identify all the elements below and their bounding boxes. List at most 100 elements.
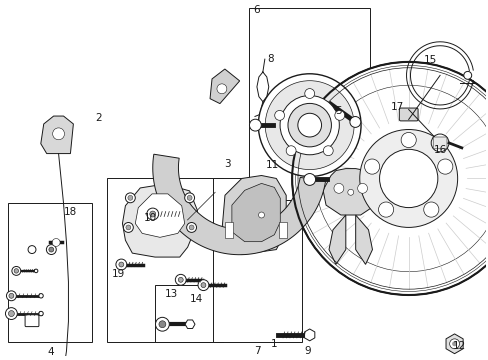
Circle shape: [357, 183, 367, 193]
Circle shape: [8, 311, 14, 316]
Circle shape: [258, 74, 360, 176]
Circle shape: [378, 202, 393, 217]
Circle shape: [125, 225, 131, 230]
Circle shape: [379, 149, 437, 208]
Polygon shape: [328, 215, 345, 264]
Text: 3: 3: [224, 158, 230, 168]
Circle shape: [217, 84, 226, 94]
Circle shape: [400, 132, 415, 148]
Text: 19: 19: [111, 269, 124, 279]
Text: 18: 18: [63, 207, 77, 217]
Circle shape: [349, 117, 360, 127]
Circle shape: [119, 262, 123, 267]
Circle shape: [39, 311, 43, 316]
Polygon shape: [355, 215, 372, 264]
Polygon shape: [231, 183, 280, 242]
Circle shape: [149, 211, 155, 217]
Circle shape: [434, 138, 444, 148]
Text: 11: 11: [265, 160, 279, 170]
Circle shape: [449, 339, 459, 349]
Circle shape: [6, 291, 16, 301]
Circle shape: [287, 103, 331, 147]
Polygon shape: [210, 69, 239, 104]
Circle shape: [295, 66, 488, 292]
Circle shape: [423, 202, 438, 217]
Circle shape: [333, 183, 343, 193]
Polygon shape: [222, 176, 285, 255]
Text: 17: 17: [389, 102, 403, 112]
Text: 12: 12: [452, 341, 466, 351]
Circle shape: [189, 225, 194, 230]
Circle shape: [297, 113, 321, 137]
FancyBboxPatch shape: [25, 315, 39, 327]
Polygon shape: [152, 154, 325, 255]
Circle shape: [34, 269, 38, 273]
Text: 15: 15: [423, 55, 436, 66]
Circle shape: [274, 111, 284, 120]
Circle shape: [347, 189, 353, 195]
Circle shape: [451, 341, 456, 346]
Text: 2: 2: [95, 113, 102, 123]
Circle shape: [334, 111, 344, 120]
Polygon shape: [323, 168, 378, 215]
Circle shape: [463, 71, 471, 79]
Circle shape: [304, 89, 314, 99]
Circle shape: [116, 259, 126, 270]
Circle shape: [264, 81, 353, 170]
Circle shape: [186, 222, 196, 233]
Circle shape: [303, 174, 315, 185]
Circle shape: [12, 266, 20, 275]
Circle shape: [430, 134, 448, 152]
Circle shape: [39, 293, 43, 298]
Polygon shape: [135, 194, 184, 237]
Circle shape: [175, 274, 186, 285]
Circle shape: [178, 277, 183, 282]
Text: 1: 1: [270, 339, 277, 349]
Text: 16: 16: [433, 145, 447, 155]
Circle shape: [364, 159, 379, 174]
FancyBboxPatch shape: [432, 137, 446, 149]
Text: 6: 6: [253, 5, 259, 15]
Circle shape: [198, 280, 208, 291]
Circle shape: [291, 62, 488, 295]
Circle shape: [155, 317, 169, 331]
Circle shape: [5, 308, 17, 319]
Text: 10: 10: [144, 213, 157, 223]
Circle shape: [280, 95, 339, 155]
Circle shape: [52, 239, 60, 246]
Text: 14: 14: [189, 294, 203, 304]
Circle shape: [359, 130, 457, 228]
Circle shape: [187, 195, 192, 200]
Circle shape: [285, 146, 295, 156]
Bar: [224, 222, 232, 238]
Bar: [279, 222, 286, 238]
Bar: [8, 203, 92, 342]
Circle shape: [437, 159, 452, 174]
Bar: [155, 285, 223, 342]
Circle shape: [184, 193, 194, 203]
Text: 8: 8: [267, 54, 274, 64]
Circle shape: [258, 212, 264, 218]
Circle shape: [315, 85, 488, 272]
Circle shape: [53, 128, 64, 140]
Circle shape: [14, 269, 19, 273]
Circle shape: [249, 119, 261, 131]
Circle shape: [9, 293, 14, 298]
Circle shape: [46, 245, 56, 255]
Text: 4: 4: [47, 347, 54, 357]
Circle shape: [201, 283, 205, 288]
Text: 9: 9: [304, 346, 310, 356]
Bar: [249, 8, 369, 200]
Circle shape: [128, 195, 133, 200]
Polygon shape: [122, 184, 197, 257]
Circle shape: [123, 222, 133, 233]
Bar: [213, 179, 302, 342]
Circle shape: [49, 247, 54, 252]
Circle shape: [125, 193, 135, 203]
Circle shape: [323, 146, 332, 156]
Circle shape: [159, 321, 165, 328]
Text: 5: 5: [335, 106, 341, 116]
Circle shape: [146, 208, 158, 220]
Text: 7: 7: [254, 346, 260, 356]
Polygon shape: [41, 116, 73, 154]
